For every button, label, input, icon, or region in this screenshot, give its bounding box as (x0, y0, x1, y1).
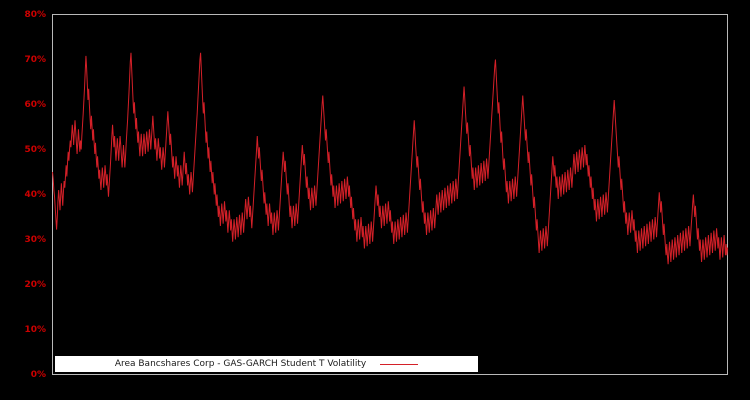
legend[interactable]: Area Bancshares Corp - GAS-GARCH Student… (55, 356, 478, 372)
plot-frame (52, 14, 728, 375)
y-tick-label: 20% (24, 279, 46, 290)
y-tick-label: 30% (24, 234, 46, 245)
y-tick-label: 80% (24, 9, 46, 20)
series-group (52, 52, 728, 265)
y-tick-label: 40% (24, 189, 46, 200)
y-tick-label: 60% (24, 99, 46, 110)
legend-line-sample-icon (380, 363, 419, 365)
y-tick-label: 70% (24, 54, 46, 65)
volatility-series-line (52, 52, 728, 265)
y-tick-label: 10% (24, 324, 46, 335)
legend-label: Area Bancshares Corp - GAS-GARCH Student… (114, 358, 367, 369)
y-tick-label: 50% (24, 144, 46, 155)
y-tick-label: 0% (30, 369, 46, 380)
